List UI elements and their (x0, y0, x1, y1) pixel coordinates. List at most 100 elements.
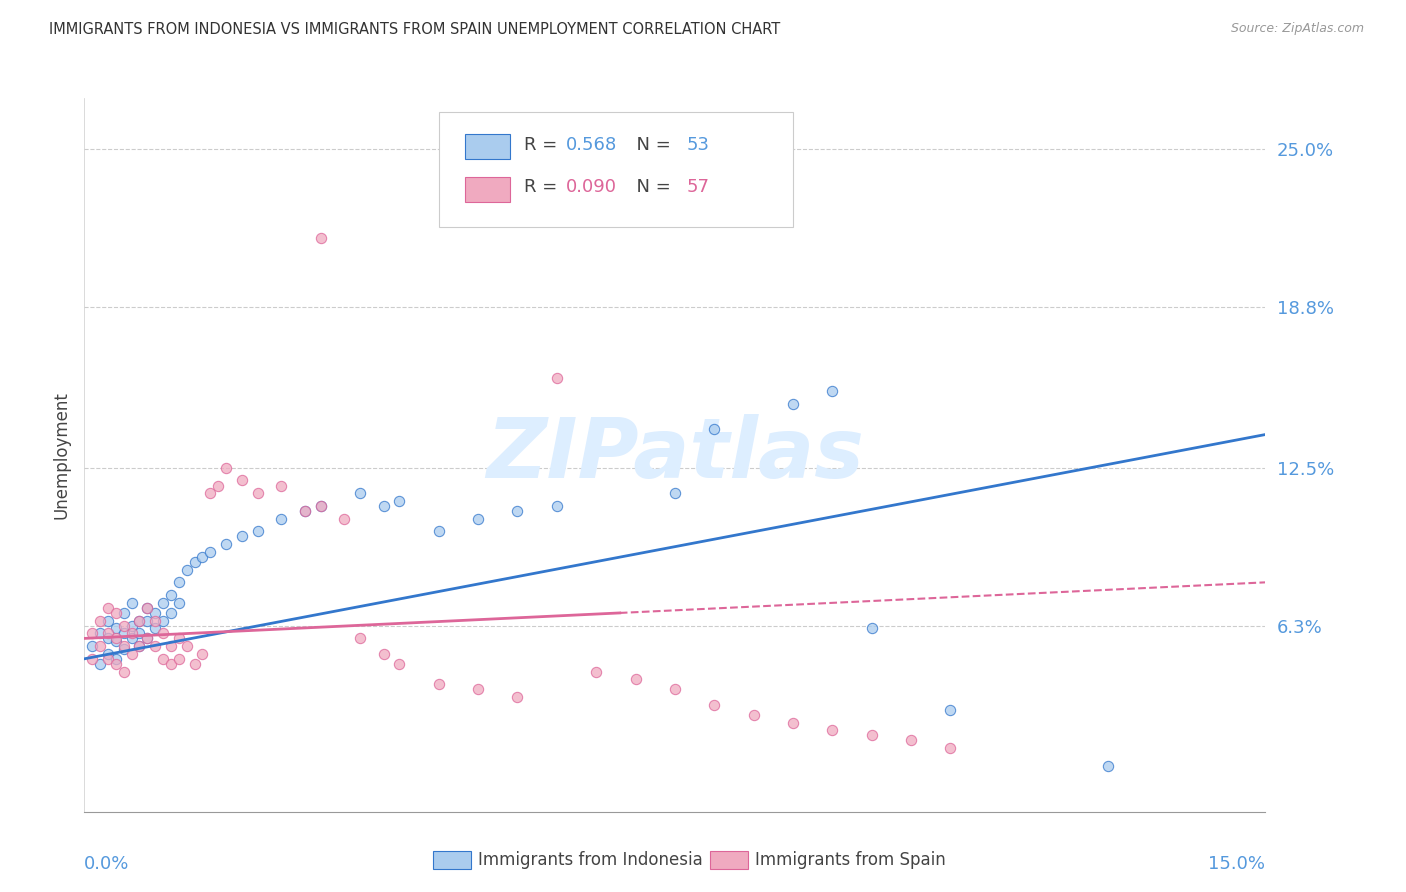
FancyBboxPatch shape (439, 112, 793, 227)
Point (136, 614, 159, 628)
Point (128, 639, 150, 653)
Point (89, 657, 111, 671)
Point (309, 499, 332, 513)
Point (82, 652, 104, 666)
Point (349, 632, 371, 646)
Text: 15.0%: 15.0% (1208, 855, 1265, 872)
Point (703, 422, 725, 436)
Point (373, 647, 395, 661)
Point (97, 652, 120, 666)
Point (160, 588, 183, 602)
Point (270, 478, 292, 492)
Point (821, 384, 844, 399)
Point (294, 504, 316, 518)
Point (112, 606, 135, 620)
Point (246, 486, 269, 500)
Point (143, 639, 166, 653)
Text: R =: R = (523, 178, 562, 196)
Text: 0.090: 0.090 (567, 178, 617, 196)
Point (742, 707, 765, 722)
Point (506, 504, 529, 518)
Y-axis label: Unemployment: Unemployment (52, 391, 70, 519)
Point (546, 499, 568, 513)
Point (167, 596, 190, 610)
Text: 57: 57 (686, 178, 710, 196)
Point (1097, 759, 1119, 773)
Point (191, 549, 214, 564)
Point (128, 614, 150, 628)
Point (112, 665, 135, 679)
Point (183, 657, 205, 671)
Point (349, 486, 371, 500)
Point (97, 626, 120, 640)
Point (104, 634, 127, 648)
Point (860, 728, 883, 742)
Point (82, 626, 104, 640)
Point (860, 621, 883, 635)
Point (104, 621, 127, 635)
Point (112, 639, 135, 653)
Point (388, 493, 411, 508)
Text: ZIPatlas: ZIPatlas (486, 415, 863, 495)
Point (97, 632, 120, 646)
Point (200, 545, 222, 559)
Point (112, 626, 135, 640)
FancyBboxPatch shape (710, 851, 748, 869)
Text: 53: 53 (686, 136, 710, 153)
Point (939, 741, 962, 756)
Point (89, 614, 111, 628)
Point (506, 690, 529, 704)
Point (585, 665, 607, 679)
Point (782, 397, 804, 411)
Point (97, 600, 120, 615)
Point (467, 682, 489, 697)
Point (143, 614, 166, 628)
Point (176, 639, 198, 653)
Point (152, 626, 174, 640)
Point (160, 639, 183, 653)
Point (97, 614, 120, 628)
Point (128, 626, 150, 640)
Point (121, 618, 143, 632)
Point (104, 657, 127, 671)
Point (143, 606, 166, 620)
Point (231, 529, 253, 543)
Point (467, 511, 489, 525)
Point (821, 723, 844, 738)
Text: N =: N = (626, 136, 676, 153)
Point (215, 537, 238, 551)
Point (121, 596, 143, 610)
Text: Immigrants from Indonesia: Immigrants from Indonesia (478, 851, 703, 869)
Point (121, 647, 143, 661)
Point (121, 626, 143, 640)
Point (333, 511, 356, 525)
Text: IMMIGRANTS FROM INDONESIA VS IMMIGRANTS FROM SPAIN UNEMPLOYMENT CORRELATION CHAR: IMMIGRANTS FROM INDONESIA VS IMMIGRANTS … (49, 22, 780, 37)
Point (294, 504, 316, 518)
Point (121, 632, 143, 646)
Point (388, 657, 411, 671)
Point (136, 632, 159, 646)
Point (900, 733, 922, 747)
Point (191, 647, 214, 661)
Text: 0.568: 0.568 (567, 136, 617, 153)
Point (89, 639, 111, 653)
Text: Source: ZipAtlas.com: Source: ZipAtlas.com (1230, 22, 1364, 36)
Point (89, 626, 111, 640)
Point (207, 478, 229, 492)
Point (112, 618, 135, 632)
Point (167, 652, 190, 666)
Point (546, 371, 568, 385)
Point (160, 657, 183, 671)
Point (82, 639, 104, 653)
Point (152, 596, 174, 610)
Point (200, 486, 222, 500)
Point (112, 641, 135, 656)
Point (176, 563, 198, 577)
Point (152, 614, 174, 628)
Point (104, 652, 127, 666)
Text: Immigrants from Spain: Immigrants from Spain (755, 851, 946, 869)
Point (427, 677, 450, 691)
Point (183, 555, 205, 569)
FancyBboxPatch shape (464, 177, 509, 202)
Point (167, 575, 190, 590)
